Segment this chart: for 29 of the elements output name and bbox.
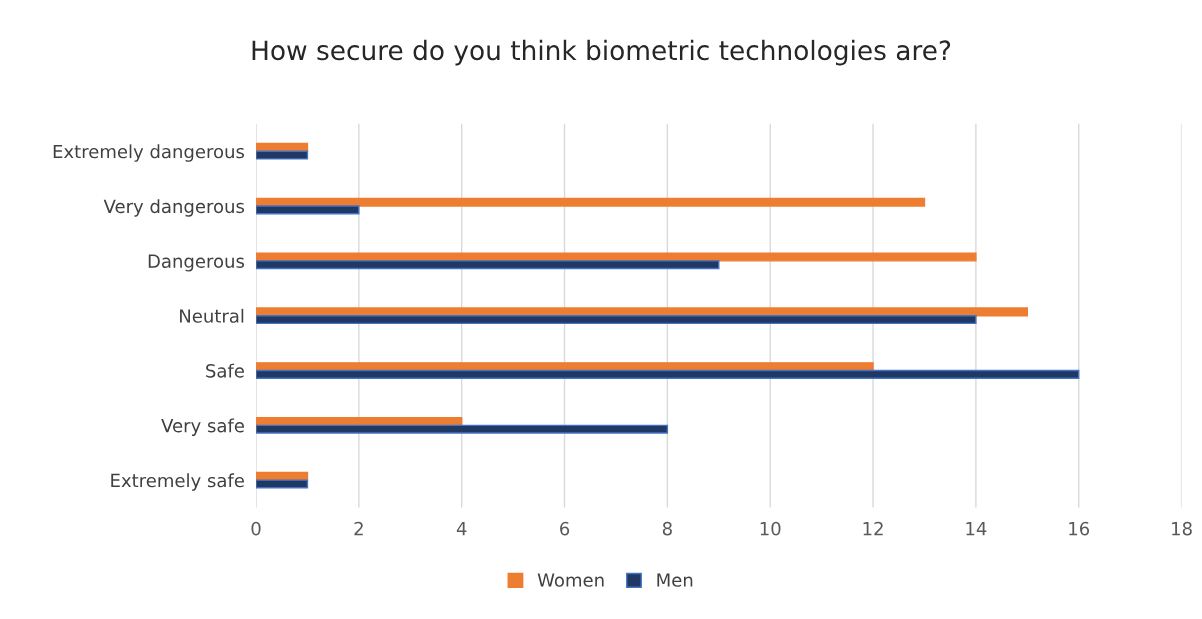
legend-label: Women [537,573,604,587]
y-tick-label: Extremely safe [111,473,244,491]
bar [256,252,977,262]
y-tick-label: Very safe [161,418,244,436]
bar [256,150,309,160]
x-tick-label: 10 [760,521,781,536]
legend-label: Men [657,573,693,587]
bar [256,424,669,434]
x-tick-label: 2 [354,521,363,536]
y-tick-label: Neutral [180,308,244,323]
bar [256,197,926,207]
x-tick-label: 14 [966,522,987,536]
x-tick-label: 16 [1069,521,1090,536]
y-tick-label: Very dangerous [103,199,245,217]
bar [256,260,720,270]
x-tick-label: 8 [662,521,672,536]
y-tick-label: Safe [206,363,244,378]
y-tick-label: Dangerous [148,254,245,272]
x-tick-label: 18 [1172,521,1192,536]
bar [256,314,977,325]
bar [256,205,360,215]
x-tick-label: 6 [560,521,570,536]
x-tick-label: 4 [456,522,467,536]
bar [256,479,309,489]
y-tick-label: Extremely dangerous [53,144,245,162]
x-tick-label: 12 [863,521,883,536]
chart-title: How secure do you think biometric technologies are? [252,39,951,66]
bar [256,369,1080,379]
x-tick-label: 0 [251,521,261,536]
